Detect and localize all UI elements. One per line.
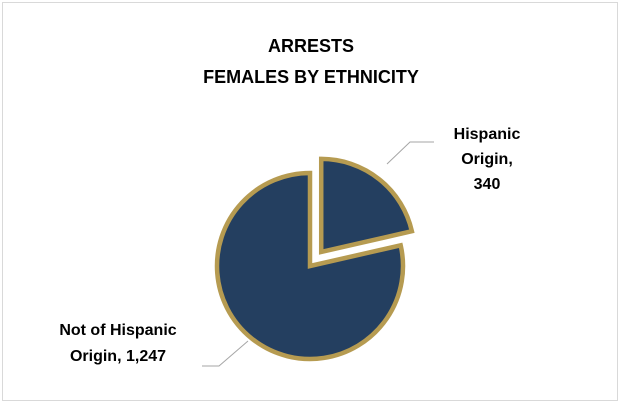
- leader-line-hispanic-origin: [386, 141, 434, 165]
- data-label-line: Origin, 1,247: [70, 348, 166, 365]
- pie-slice-hispanic-origin: [318, 156, 415, 255]
- pie-slice-not-of-hispanic-origin: [214, 170, 406, 362]
- chart-title-line-2: FEMALES BY ETHNICITY: [203, 67, 419, 87]
- data-label-line: Hispanic: [454, 126, 521, 143]
- data-label-line: Origin,: [461, 151, 513, 168]
- data-label-line: Not of Hispanic: [59, 322, 176, 339]
- data-label-not-of-hispanic-origin: Not of Hispanic Origin, 1,247: [59, 322, 176, 365]
- data-label-hispanic-origin: Hispanic Origin, 340: [454, 126, 521, 193]
- chart-title-line-1: ARRESTS: [267, 36, 354, 56]
- data-label-line: 340: [474, 176, 501, 193]
- chart-area: [2, 2, 618, 401]
- leader-line-not-of-hispanic-origin: [202, 340, 249, 367]
